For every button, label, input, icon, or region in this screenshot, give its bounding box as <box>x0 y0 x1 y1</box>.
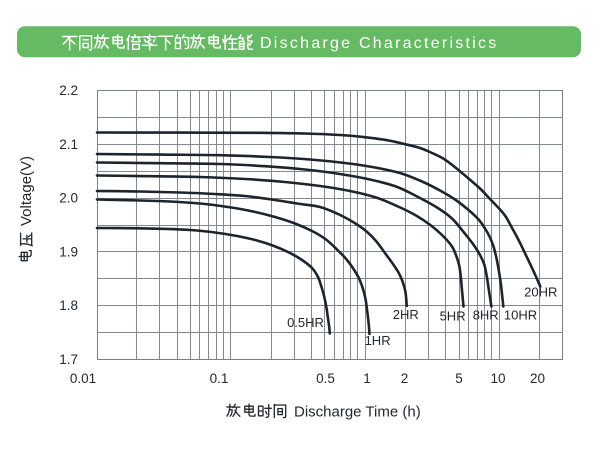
svg-text:5HR: 5HR <box>440 309 466 324</box>
svg-text:Discharge Characteristics: Discharge Characteristics <box>260 35 499 52</box>
svg-text:1.8: 1.8 <box>59 298 78 313</box>
svg-text:Discharge Time (h): Discharge Time (h) <box>294 404 421 421</box>
svg-text:Voltage(V): Voltage(V) <box>18 156 35 226</box>
svg-text:10HR: 10HR <box>504 308 537 323</box>
svg-text:20HR: 20HR <box>524 285 557 300</box>
svg-text:8HR: 8HR <box>473 308 499 323</box>
svg-text:2.2: 2.2 <box>59 83 78 98</box>
svg-text:1.9: 1.9 <box>59 244 78 259</box>
svg-text:2: 2 <box>401 371 409 386</box>
svg-text:1HR: 1HR <box>365 333 391 348</box>
svg-text:20: 20 <box>530 371 545 386</box>
svg-text:1: 1 <box>363 371 371 386</box>
svg-text:1.7: 1.7 <box>59 352 78 367</box>
svg-text:10: 10 <box>490 371 505 386</box>
svg-text:5: 5 <box>455 371 463 386</box>
svg-text:0.1: 0.1 <box>210 371 229 386</box>
svg-text:2HR: 2HR <box>393 307 419 322</box>
svg-text:0.5: 0.5 <box>316 371 335 386</box>
svg-text:0.01: 0.01 <box>70 371 96 386</box>
svg-text:2.0: 2.0 <box>59 191 78 206</box>
svg-text:0.5HR: 0.5HR <box>287 315 324 330</box>
svg-text:2.1: 2.1 <box>59 137 78 152</box>
